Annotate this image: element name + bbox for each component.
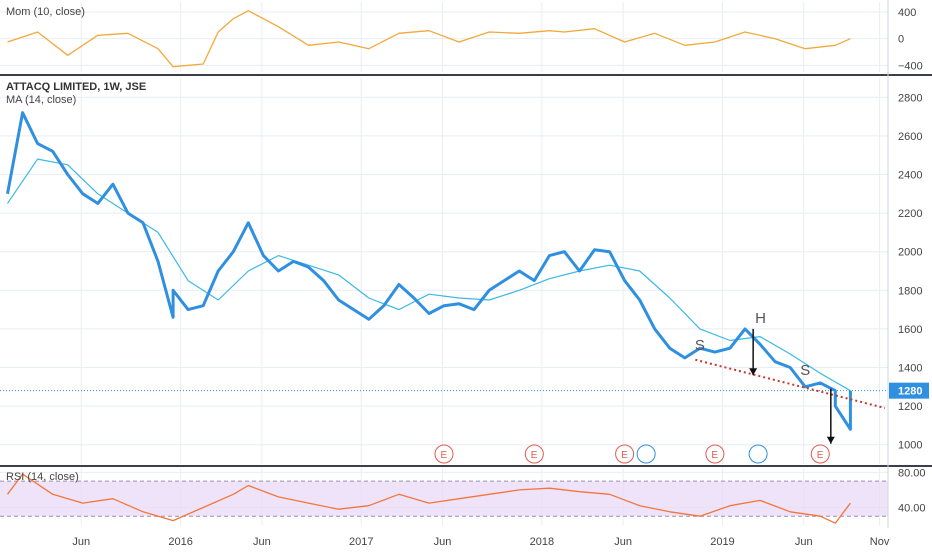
x-tick-label: Jun	[253, 536, 271, 548]
x-tick-label: Jun	[434, 536, 452, 548]
series-line	[6, 473, 851, 524]
x-tick-label: Jun	[795, 536, 813, 548]
y-tick-label: 1200	[898, 401, 922, 413]
y-tick-label: 0	[898, 34, 904, 46]
earnings-marker[interactable]	[810, 444, 830, 464]
x-tick-label: 2016	[168, 536, 192, 548]
target-arrow-head	[749, 368, 758, 376]
y-tick-label: 2800	[898, 92, 922, 104]
x-tick-label: 2019	[710, 536, 734, 548]
momentum-y-axis[interactable]: 400 0 −400	[898, 7, 923, 72]
y-tick-label: 2400	[898, 170, 922, 182]
last-price-badge	[889, 382, 929, 399]
momentum-title: Mom (10, close)	[6, 6, 85, 18]
earnings-marker-label: E	[817, 450, 824, 461]
y-tick-label: 2600	[898, 131, 922, 143]
last-price-label: 1280	[898, 386, 922, 398]
rsi-title: RSI (14, close)	[6, 471, 79, 483]
y-tick-label: 2000	[898, 247, 922, 259]
series-line	[7, 10, 851, 68]
pattern-label: H	[755, 310, 766, 327]
rsi-panel[interactable]: RSI (14, close) 80.00 40.00	[0, 467, 926, 525]
rsi-grid	[0, 468, 888, 525]
y-tick-label: 1400	[898, 363, 922, 375]
pattern-annotations: S H S	[695, 310, 810, 379]
earnings-marker[interactable]	[705, 444, 725, 464]
dividend-marker[interactable]	[636, 444, 656, 464]
y-tick-label: 40.00	[898, 502, 926, 514]
momentum-panel[interactable]: Mom (10, close) 400 0 −400	[0, 2, 923, 72]
momentum-series	[7, 10, 851, 68]
earnings-marker[interactable]	[524, 444, 544, 464]
earnings-marker-label: E	[441, 450, 448, 461]
price-panel[interactable]: S H S E E E E E ATTACQ LIMITED, 1W, JSE MA (14…	[0, 78, 929, 464]
earnings-marker-label: E	[531, 450, 538, 461]
y-tick-label: −400	[898, 60, 923, 72]
rsi-series	[6, 473, 851, 524]
earnings-marker[interactable]	[434, 444, 454, 464]
pattern-label: S	[800, 362, 810, 379]
x-tick-label: Jun	[72, 536, 90, 548]
price-grid	[0, 78, 888, 464]
x-tick-label: Nov	[870, 536, 890, 548]
y-tick-label: 400	[898, 7, 916, 19]
y-tick-label: 80.00	[898, 467, 926, 479]
y-tick-label: 1000	[898, 440, 922, 452]
target-arrow-head	[826, 436, 835, 444]
earnings-marker[interactable]	[615, 444, 635, 464]
rsi-band	[0, 481, 888, 517]
momentum-grid	[0, 2, 888, 72]
time-axis[interactable]: Jun 2016 Jun 2017 Jun 2018 Jun 2019 Jun Nov	[72, 536, 889, 548]
y-tick-label: 1800	[898, 285, 922, 297]
dividend-marker[interactable]	[748, 444, 768, 464]
y-tick-label: 2200	[898, 208, 922, 220]
x-tick-label: 2017	[349, 536, 373, 548]
earnings-marker-label: E	[711, 450, 718, 461]
ma-legend-label: MA (14, close)	[6, 94, 76, 106]
price-y-axis[interactable]: 2800 2600 2400 2200 2000 1800 1600 1400 1200 1000…	[889, 92, 929, 452]
price-series	[0, 111, 888, 444]
pattern-label: S	[695, 337, 705, 354]
symbol-title: ATTACQ LIMITED, 1W, JSE	[6, 81, 146, 93]
x-tick-label: 2018	[530, 536, 554, 548]
moving-average-line	[7, 158, 851, 392]
series-line	[6, 111, 852, 431]
y-tick-label: 1600	[898, 324, 922, 336]
earnings-marker-label: E	[621, 450, 628, 461]
x-tick-label: Jun	[614, 536, 632, 548]
rsi-y-axis[interactable]: 80.00 40.00	[898, 467, 926, 514]
